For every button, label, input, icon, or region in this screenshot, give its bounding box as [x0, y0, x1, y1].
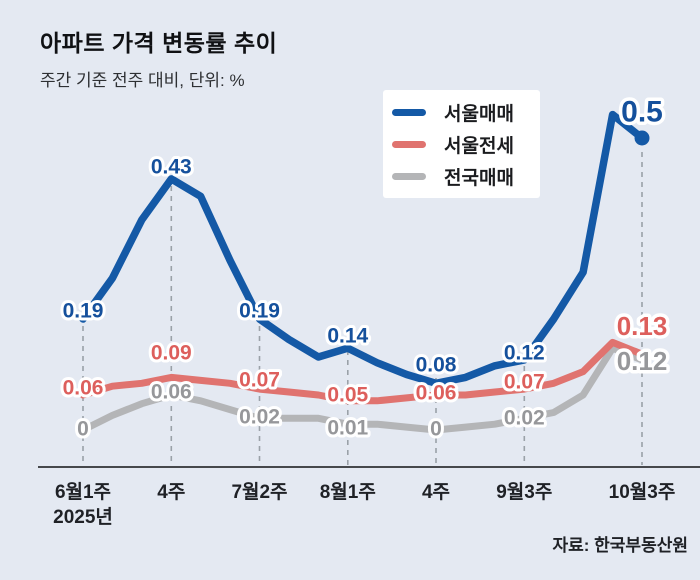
source-credit: 자료: 한국부동산원: [552, 536, 688, 555]
legend: 서울매매 서울전세 전국매매: [383, 90, 540, 198]
x-axis-year-label: 2025년: [53, 506, 113, 528]
data-label-seoul-jeonse: 0.06: [63, 376, 104, 399]
line-chart: 0 0.06 0.02 0.01 0 0.02 0.12 0.06 0.09 0.07 0.05 0.…: [38, 92, 700, 528]
data-label-seoul-jeonse: 0.09: [151, 341, 192, 364]
data-label-national-sale: 0.12: [617, 346, 668, 376]
data-label-seoul-jeonse: 0.05: [327, 383, 368, 406]
legend-swatch-seoul-sale-icon: [392, 108, 426, 116]
data-label-seoul-sale: 0.19: [63, 299, 104, 322]
legend-item-seoul-sale: 서울매매: [392, 99, 540, 126]
x-tick-label: 6월1주: [55, 481, 111, 503]
data-label-national-sale: 0: [77, 417, 89, 440]
data-label-seoul-sale: 0.14: [327, 324, 368, 347]
data-label-national-sale: 0.02: [239, 405, 280, 428]
legend-swatch-national-sale-icon: [392, 172, 426, 180]
chart-subtitle: 주간 기준 전주 대비, 단위: %: [40, 71, 245, 90]
x-tick-label: 7월2주: [231, 481, 287, 503]
series-line-national-sale: [79, 344, 646, 434]
data-label-seoul-sale: 0.5: [621, 96, 663, 129]
x-tick-label: 8월1주: [320, 481, 376, 503]
data-label-national-sale: 0.06: [151, 380, 192, 403]
series-line-seoul-jeonse: [79, 338, 646, 405]
legend-label-seoul-jeonse: 서울전세: [444, 135, 514, 157]
legend-label-national-sale: 전국매매: [444, 167, 514, 189]
x-tick-label: 9월3주: [496, 481, 552, 503]
x-tick-label: 4주: [157, 482, 185, 503]
data-label-seoul-sale: 0.43: [151, 155, 192, 178]
legend-item-national-sale: 전국매매: [392, 163, 540, 190]
data-label-seoul-sale: 0.12: [504, 341, 545, 364]
data-label-national-sale: 0.01: [327, 416, 368, 439]
data-label-seoul-jeonse: 0.07: [239, 368, 280, 391]
x-tick-label: 4주: [422, 482, 450, 503]
data-label-seoul-jeonse: 0.06: [416, 381, 457, 404]
legend-swatch-seoul-jeonse-icon: [392, 140, 426, 148]
chart-title: 아파트 가격 변동률 추이: [40, 30, 278, 56]
data-label-seoul-sale: 0.19: [239, 299, 280, 322]
series-line-seoul-sale: [79, 110, 646, 388]
data-label-national-sale: 0.02: [504, 406, 545, 429]
data-label-seoul-jeonse: 0.13: [617, 311, 668, 341]
legend-label-seoul-sale: 서울매매: [444, 103, 514, 125]
x-tick-label: 10월3주: [609, 481, 676, 503]
legend-item-seoul-jeonse: 서울전세: [392, 131, 540, 158]
data-label-seoul-jeonse: 0.07: [504, 370, 545, 393]
data-label-national-sale: 0: [430, 417, 442, 440]
end-dot-seoul-sale: [634, 130, 650, 146]
data-label-seoul-sale: 0.08: [416, 353, 457, 376]
